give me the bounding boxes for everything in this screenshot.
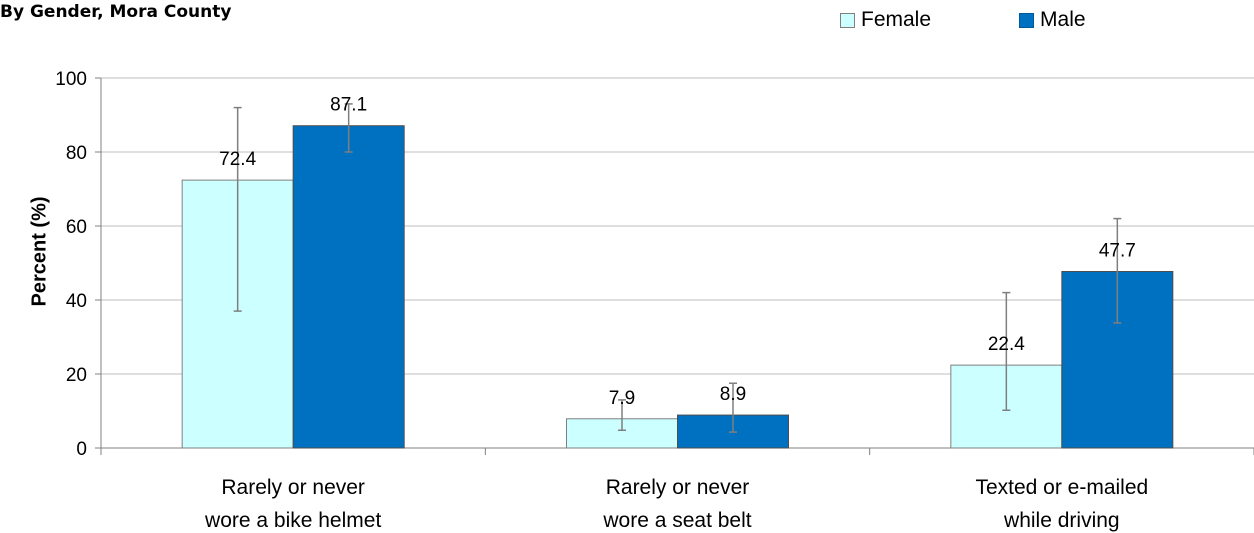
legend-swatch-male [1019,12,1035,28]
y-tick-label: 80 [66,143,87,164]
data-label: 7.9 [609,388,635,409]
legend-swatch-female [840,12,855,28]
legend-label-female: Female [861,8,932,31]
y-tick-label: 20 [66,365,87,386]
data-label: 72.4 [219,149,256,170]
legend: Female Male [840,8,1174,32]
data-label: 47.7 [1099,241,1136,262]
y-tick-label: 100 [55,69,87,90]
y-tick-label: 0 [76,439,87,460]
x-tick-label: wore a seat belt [602,509,751,532]
chart-subtitle: By Gender, Mora County [0,2,232,22]
y-tick-label: 40 [66,291,87,312]
legend-item-male: Male [1019,8,1086,32]
x-tick-label: wore a bike helmet [204,509,381,532]
data-label: 87.1 [330,95,367,116]
legend-label-male: Male [1040,8,1086,31]
x-tick-label: Texted or e-mailed [975,476,1148,499]
y-tick-label: 60 [66,217,87,238]
legend-item-female: Female [840,8,931,32]
data-label: 22.4 [988,334,1025,355]
bar-male [292,125,405,449]
x-tick-label: Rarely or never [606,476,750,499]
data-label: 8.9 [720,384,746,405]
x-tick-label: while driving [1003,509,1120,532]
x-tick-label: Rarely or never [221,476,365,499]
